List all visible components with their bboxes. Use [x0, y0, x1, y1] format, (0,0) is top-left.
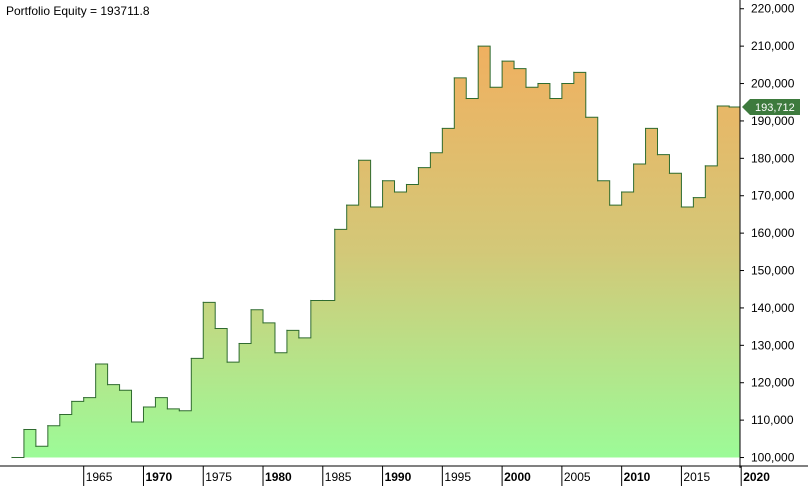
equity-point: [310, 299, 312, 302]
equity-point: [405, 183, 408, 186]
equity-point: [573, 71, 575, 73]
equity-point: [71, 400, 73, 403]
y-tick-label: 220,000: [751, 2, 795, 16]
equity-point: [585, 116, 587, 118]
equity-point: [656, 153, 659, 156]
y-tick-label: 150,000: [751, 264, 795, 278]
x-tick-label: 2010: [624, 470, 651, 484]
equity-point: [716, 105, 718, 107]
marks-layer: [11, 45, 730, 459]
y-tick-label: 210,000: [751, 39, 795, 53]
equity-point: [561, 82, 563, 85]
x-tick-label: 1995: [444, 470, 471, 484]
equity-area: [11, 46, 741, 458]
y-tick-label: 130,000: [751, 338, 795, 352]
equity-point: [202, 301, 204, 303]
equity-point: [226, 361, 228, 363]
equity-point: [489, 86, 491, 88]
equity-point: [11, 456, 13, 459]
y-tick-label: 100,000: [751, 451, 795, 465]
equity-point: [250, 309, 252, 311]
equity-point: [214, 327, 216, 330]
chart-title: Portfolio Equity = 193711.8: [6, 4, 150, 18]
equity-point: [238, 342, 240, 345]
y-tick-label: 160,000: [751, 226, 795, 240]
equity-point: [298, 337, 300, 339]
equity-point: [118, 389, 121, 391]
equity-point: [692, 197, 694, 199]
equity-point: [107, 383, 109, 386]
equity-point: [358, 159, 360, 161]
equity-point: [166, 408, 168, 410]
equity-point: [190, 357, 192, 360]
y-tick-label: 200,000: [751, 77, 795, 91]
x-tick-label: 1975: [205, 470, 232, 484]
equity-point: [95, 363, 97, 365]
equity-point: [286, 329, 288, 331]
x-tick-label: 1970: [145, 470, 172, 484]
equity-point: [477, 45, 479, 47]
equity-point: [322, 299, 324, 302]
equity-point: [525, 86, 527, 88]
x-tick-label: 1965: [86, 470, 113, 484]
equity-point: [680, 206, 683, 208]
x-tick-label: 2000: [504, 470, 531, 484]
y-tick-label: 180,000: [751, 151, 795, 165]
y-tick-label: 140,000: [751, 301, 795, 315]
equity-point: [429, 152, 431, 154]
equity-point: [178, 410, 180, 412]
equity-point: [59, 413, 61, 416]
x-tick-label: 1980: [265, 470, 292, 484]
equity-point: [83, 397, 85, 399]
equity-point: [513, 67, 515, 70]
equity-point: [704, 165, 706, 167]
equity-point: [334, 228, 336, 230]
last-value-label: 193,712: [755, 102, 795, 114]
equity-point: [441, 127, 443, 130]
equity-point: [47, 425, 49, 427]
equity-point: [597, 180, 599, 182]
last-value-badge: [742, 99, 800, 116]
equity-point: [633, 163, 635, 165]
equity-point: [537, 82, 539, 85]
x-tick-label: 2005: [564, 470, 591, 484]
equity-point: [381, 180, 384, 182]
y-tick-label: 170,000: [751, 189, 795, 203]
equity-point: [621, 191, 623, 193]
equity-point: [262, 322, 264, 324]
y-tick-label: 110,000: [751, 413, 794, 427]
equity-point: [23, 428, 25, 431]
area-layer: [11, 45, 741, 459]
x-tick-label: 1985: [325, 470, 352, 484]
x-tick-label: 2020: [743, 470, 770, 484]
x-tick-label: 1990: [385, 470, 412, 484]
equity-point: [453, 77, 455, 79]
y-tick-label: 120,000: [751, 376, 795, 390]
equity-point: [501, 60, 503, 62]
equity-point: [393, 191, 396, 193]
equity-point: [465, 97, 467, 100]
equity-point: [274, 352, 276, 354]
equity-point: [549, 97, 551, 100]
equity-point: [668, 172, 671, 174]
equity-point: [728, 106, 730, 108]
x-tick-label: 2015: [683, 470, 710, 484]
equity-point: [130, 421, 133, 423]
equity-point: [644, 127, 647, 130]
y-tick-label: 190,000: [751, 114, 795, 128]
equity-point: [609, 204, 611, 206]
equity-point: [346, 204, 348, 206]
equity-point: [142, 406, 145, 408]
equity-point: [154, 397, 157, 399]
equity-point: [417, 167, 420, 169]
equity-point: [35, 445, 37, 447]
equity-point: [370, 206, 372, 208]
